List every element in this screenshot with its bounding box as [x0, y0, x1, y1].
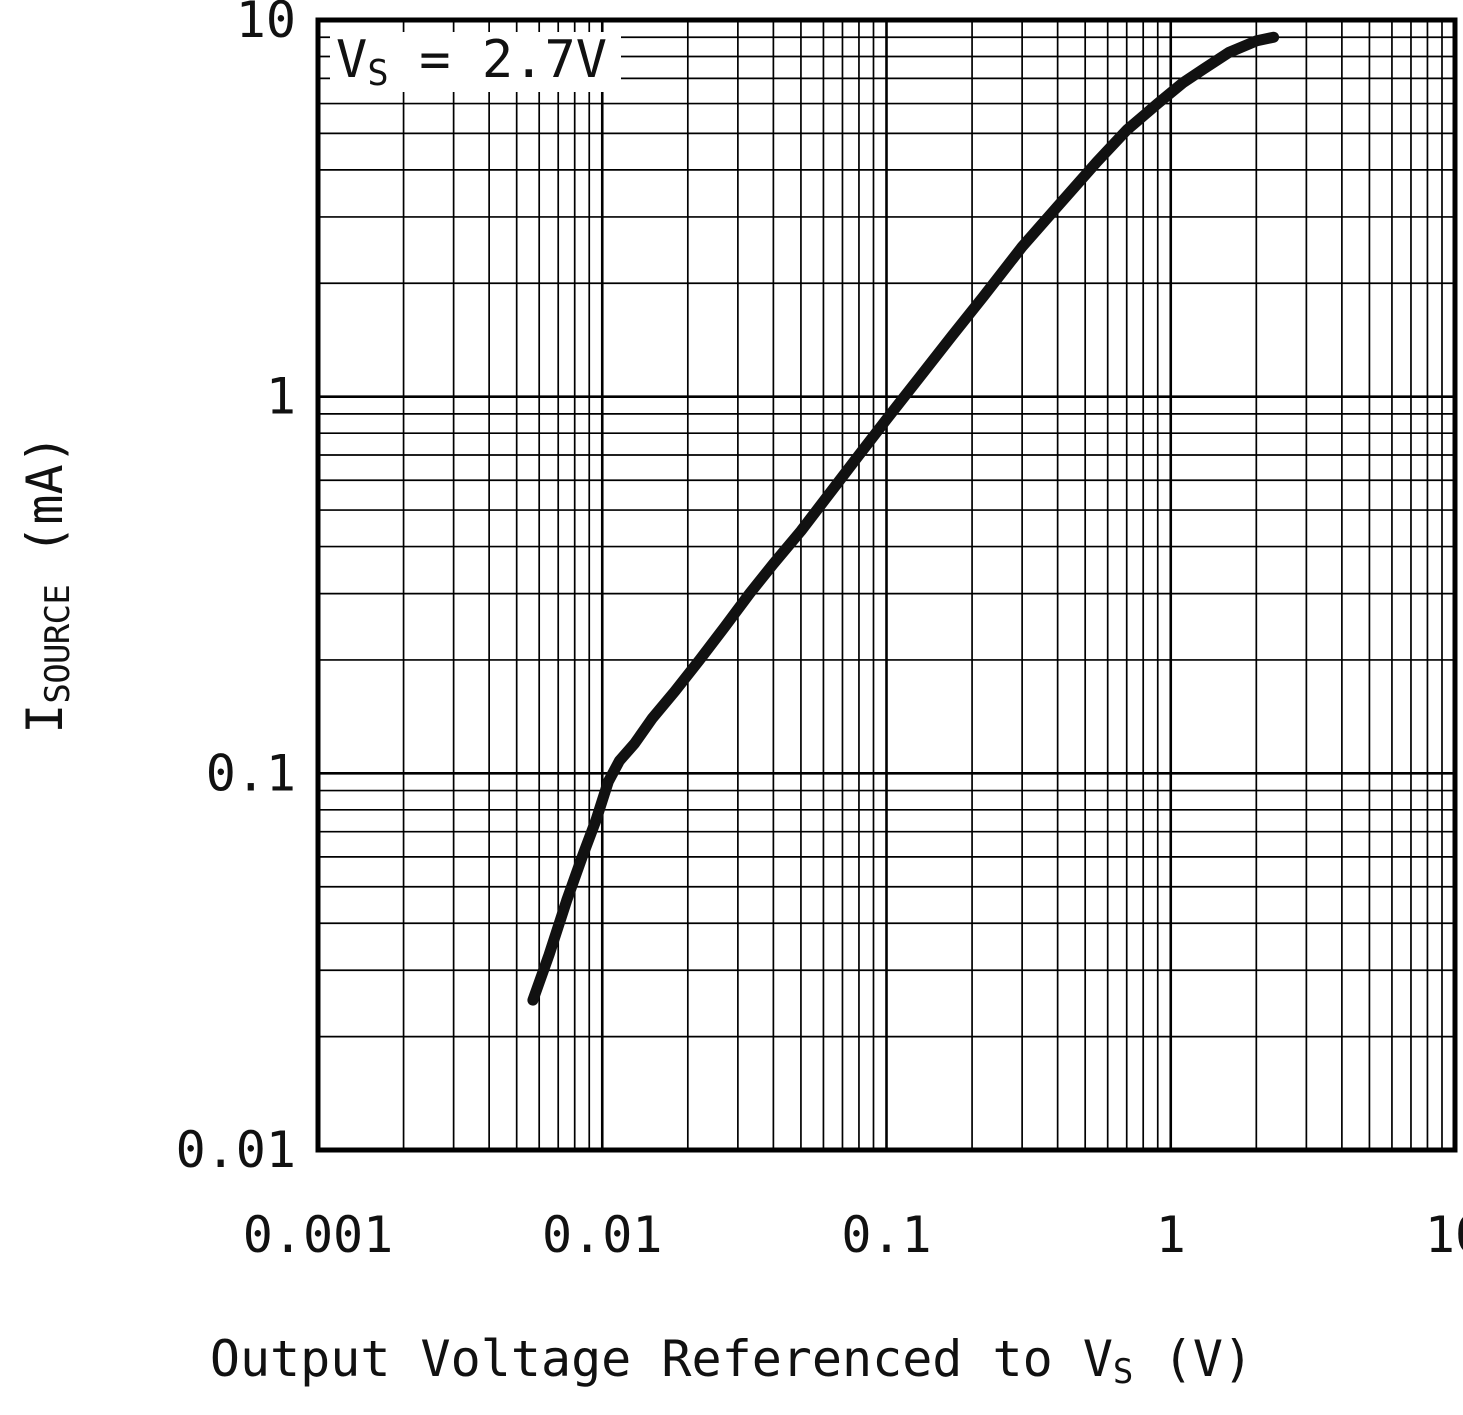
curve-isource [527, 31, 1280, 1006]
x-axis-title-subscript: S [1112, 1352, 1133, 1393]
y-axis-title-unit: (mA) [16, 434, 74, 585]
y-axis-title: ISOURCE (mA) [16, 284, 78, 884]
x-tick-label: 0.1 [841, 1206, 931, 1264]
x-tick-label: 1 [1156, 1206, 1186, 1264]
x-tick-label: 10 [1425, 1206, 1463, 1264]
vs-annotation-main: V [336, 30, 368, 90]
x-axis-title: Output Voltage Referenced to VS (V) [0, 1330, 1463, 1392]
x-tick-label: 0.01 [542, 1206, 662, 1264]
vs-annotation: VS = 2.7V [330, 30, 622, 94]
x-tick-label: 0.001 [243, 1206, 394, 1264]
y-tick-label: 0.01 [176, 1121, 296, 1179]
vs-annotation-value: = 2.7V [387, 30, 608, 90]
y-tick-label: 1 [266, 368, 296, 426]
x-axis-title-main: Output Voltage Referenced to V [209, 1330, 1113, 1388]
x-axis-title-unit: (V) [1132, 1330, 1254, 1388]
y-tick-label: 0.1 [206, 744, 296, 802]
y-axis-title-subscript: SOURCE [38, 584, 79, 704]
vs-annotation-subscript: S [367, 52, 388, 94]
y-axis-title-main: I [16, 703, 74, 734]
y-tick-label: 10 [236, 0, 296, 49]
plot-border [315, 17, 1458, 1153]
